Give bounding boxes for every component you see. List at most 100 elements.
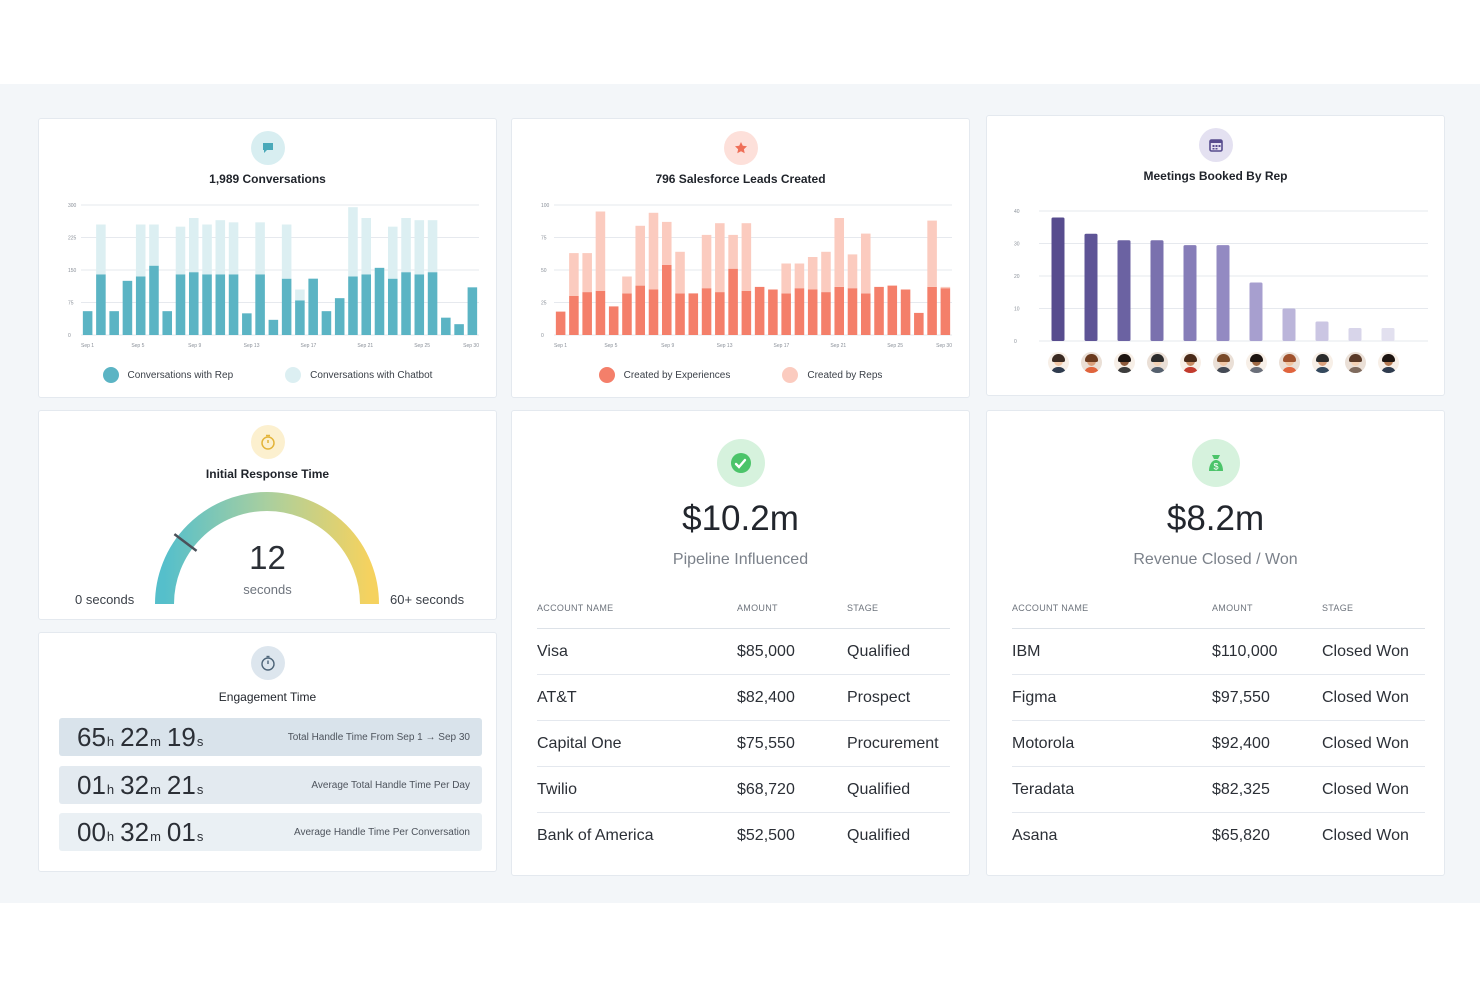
avatar-body — [1116, 367, 1132, 373]
minutes-unit: m — [150, 733, 161, 749]
rep-avatar[interactable] — [1179, 352, 1201, 373]
avatar-hair — [1381, 354, 1395, 362]
rep-avatar[interactable] — [1146, 352, 1168, 373]
legend-label: Created by Reps — [807, 369, 883, 381]
avatar-body — [1083, 367, 1099, 373]
bar-primary — [387, 278, 398, 335]
hours-value: 65 — [77, 721, 106, 752]
bar-primary — [175, 274, 186, 335]
rep-avatar[interactable] — [1047, 352, 1069, 373]
bar-primary — [900, 289, 911, 335]
table-row[interactable]: Capital One $75,550 Procurement — [537, 721, 950, 767]
avatar-body — [1182, 367, 1198, 373]
reps-swatch — [782, 367, 799, 383]
bar-secondary — [96, 224, 106, 275]
bar-secondary — [427, 220, 438, 273]
amount: $68,720 — [737, 780, 795, 798]
avatar-hair — [1150, 354, 1164, 362]
table-row[interactable]: Asana $65,820 Closed Won — [1012, 813, 1425, 859]
minutes-unit: m — [150, 781, 161, 797]
rep-avatar[interactable] — [1080, 352, 1102, 373]
bar-secondary — [860, 233, 871, 294]
amount: $75,550 — [737, 734, 795, 752]
svg-text:$: $ — [1213, 462, 1218, 472]
table-row[interactable]: Figma $97,550 Closed Won — [1012, 675, 1425, 721]
bar-secondary — [401, 218, 411, 273]
bar-primary — [122, 280, 133, 335]
bar-secondary — [728, 234, 738, 269]
x-tick-label: Sep 1 — [81, 343, 94, 349]
table-row[interactable]: Teradata $82,325 Closed Won — [1012, 767, 1425, 813]
bar-primary — [661, 264, 672, 335]
bar-primary — [768, 289, 778, 335]
bar-secondary — [661, 221, 672, 265]
table-row[interactable]: AT&T $82,400 Prospect — [537, 675, 950, 721]
bar-primary — [648, 289, 659, 335]
table-row[interactable]: Motorola $92,400 Closed Won — [1012, 721, 1425, 767]
legend-item-reps: Created by Reps — [782, 367, 882, 383]
hours-value: 01 — [77, 769, 106, 800]
bar-primary — [149, 265, 159, 335]
x-tick-label: Sep 13 — [244, 343, 260, 349]
rep-avatar[interactable] — [1344, 352, 1366, 373]
meeting-bar — [1084, 233, 1098, 341]
bar-secondary — [741, 223, 752, 291]
bar-secondary — [927, 220, 937, 287]
bar-primary — [754, 286, 765, 335]
rep-avatar[interactable] — [1212, 352, 1234, 373]
amount: $110,000 — [1212, 642, 1278, 660]
stage: Procurement — [847, 734, 939, 752]
table-row[interactable]: Visa $85,000 Qualified — [537, 629, 950, 675]
stage: Closed Won — [1322, 642, 1409, 660]
y-tick-label: 20 — [1014, 274, 1020, 280]
bar-secondary — [622, 276, 632, 294]
table-header: ACCOUNT NAME AMOUNT STAGE — [1012, 597, 1425, 629]
avatar-hair — [1282, 354, 1296, 362]
avatar-hair — [1183, 354, 1197, 362]
rep-avatar[interactable] — [1245, 352, 1267, 373]
avatar-hair — [1117, 354, 1131, 362]
account-name: Figma — [1012, 688, 1057, 706]
account-name: AT&T — [537, 688, 577, 706]
gauge-unit: seconds — [243, 582, 292, 597]
x-tick-label: Sep 9 — [661, 343, 674, 349]
bar-secondary — [701, 234, 712, 289]
bar-primary — [635, 285, 646, 335]
bar-primary — [361, 274, 372, 335]
table-row[interactable]: Twilio $68,720 Qualified — [537, 767, 950, 813]
avatar-body — [1380, 367, 1396, 373]
rep-avatar[interactable] — [1311, 352, 1333, 373]
rep-avatar[interactable] — [1113, 352, 1135, 373]
legend-item-rep: Conversations with Rep — [102, 367, 233, 383]
minutes-value: 32 — [120, 769, 150, 800]
y-tick-label: 100 — [541, 203, 550, 209]
rep-avatar[interactable] — [1377, 352, 1399, 373]
gauge-min-label: 0 seconds — [75, 592, 135, 607]
meetings-chart: 0 10 20 30 40 — [1014, 209, 1428, 345]
rep-swatch — [102, 367, 119, 383]
bar-primary — [821, 292, 831, 335]
avatar-body — [1149, 367, 1165, 373]
meeting-bar — [1381, 328, 1395, 341]
gauge-check-icon — [716, 439, 765, 487]
bar-primary — [401, 272, 411, 335]
avatar-body — [1050, 367, 1066, 373]
table-row[interactable]: Bank of America $52,500 Qualified — [537, 813, 950, 859]
calendar-icon — [1198, 128, 1233, 162]
bar-secondary — [295, 289, 305, 301]
y-tick-label: 10 — [1014, 307, 1020, 313]
meeting-bar — [1117, 240, 1131, 341]
y-tick-label: 225 — [68, 236, 77, 242]
y-tick-label: 300 — [68, 203, 77, 209]
y-tick-label: 0 — [541, 333, 544, 339]
table-row[interactable]: IBM $110,000 Closed Won — [1012, 629, 1425, 675]
y-tick-label: 75 — [541, 236, 547, 242]
bar-primary — [295, 300, 305, 335]
gauge-max-label: 60+ seconds — [390, 592, 465, 607]
bar-secondary — [834, 218, 845, 287]
rep-avatar[interactable] — [1278, 352, 1300, 373]
stage: Qualified — [847, 642, 911, 660]
bar-secondary — [781, 263, 791, 294]
y-tick-label: 25 — [541, 301, 547, 307]
bar-primary — [622, 293, 632, 335]
